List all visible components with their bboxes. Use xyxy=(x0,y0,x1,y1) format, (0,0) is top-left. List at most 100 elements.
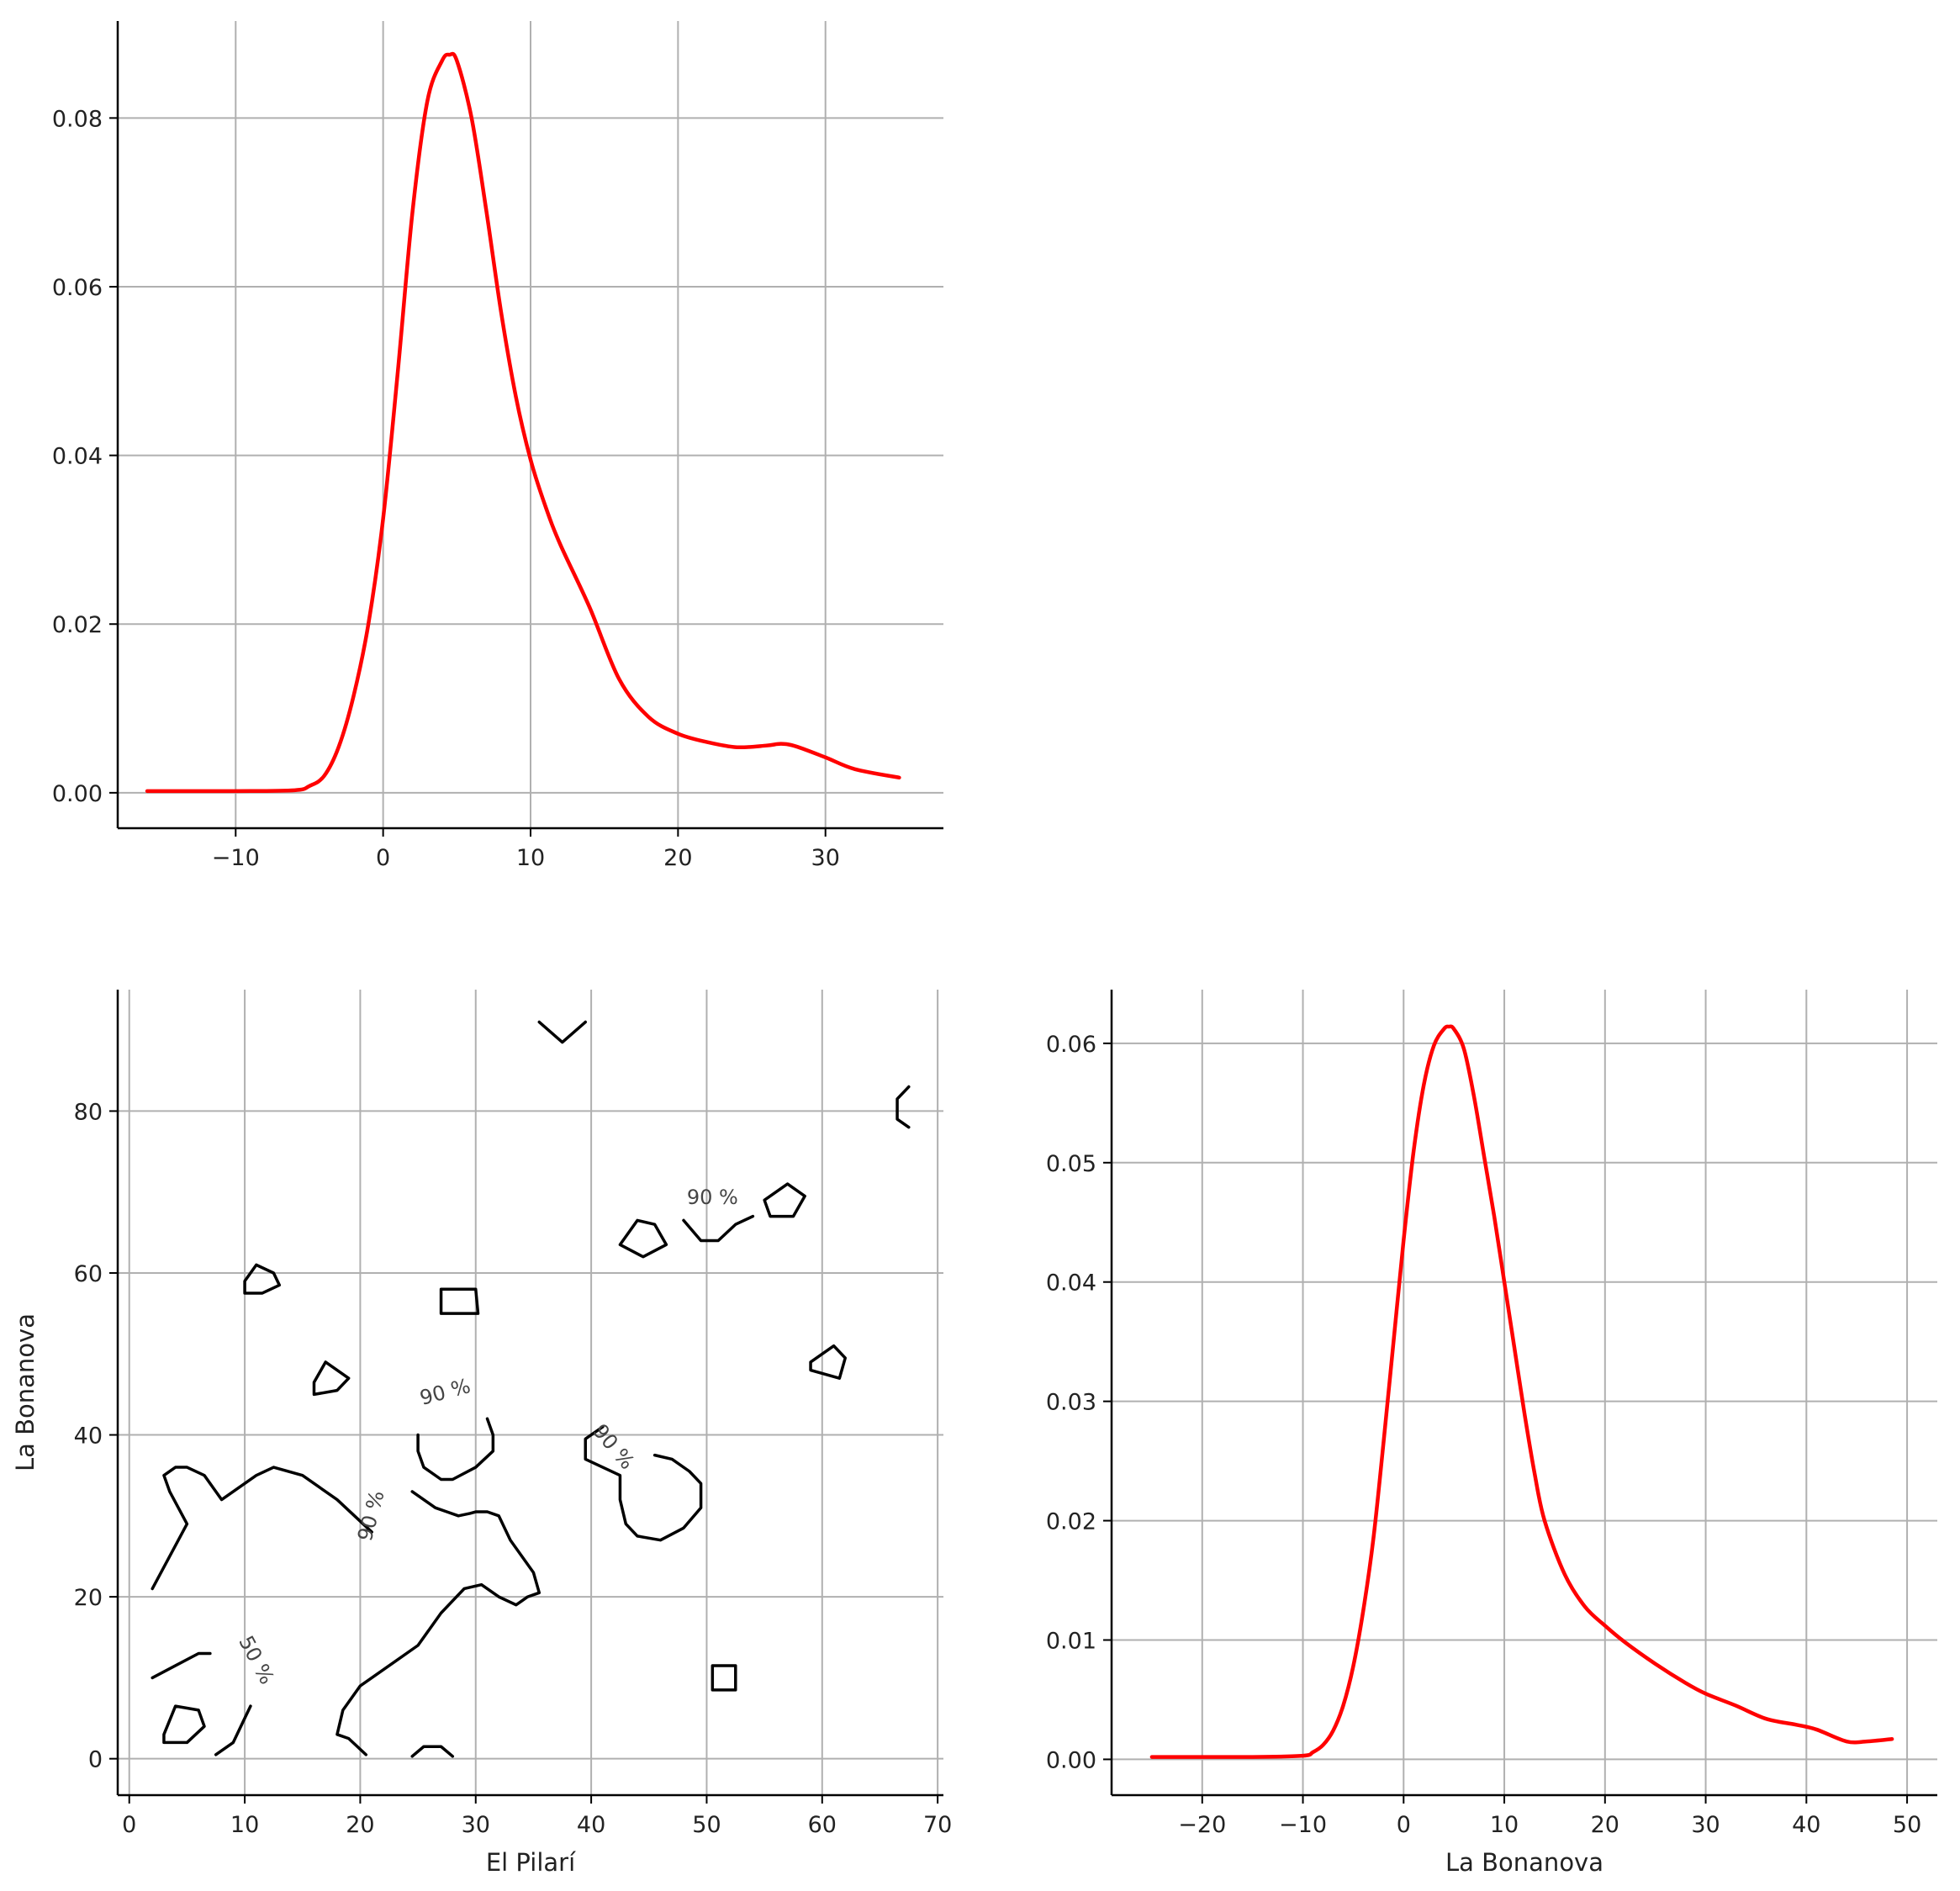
data-point xyxy=(1564,1574,1565,1575)
contour-line xyxy=(410,1745,455,1758)
data-point xyxy=(339,746,340,747)
contour-line xyxy=(763,1182,806,1218)
y-tick-label: 0.01 xyxy=(1046,1628,1096,1654)
density-line xyxy=(145,51,901,794)
data-point xyxy=(398,371,399,372)
x-tick-label: 50 xyxy=(692,1812,721,1838)
y-tick-label: 0.04 xyxy=(52,444,103,470)
x-tick-label: 30 xyxy=(1691,1812,1720,1838)
data-point xyxy=(1685,1682,1686,1683)
contour-line xyxy=(618,1218,668,1259)
contour-line xyxy=(335,1490,542,1756)
contour-line xyxy=(214,1704,252,1756)
y-tick-label: 0.00 xyxy=(52,781,103,807)
data-point xyxy=(147,790,148,791)
x-tick-label: 20 xyxy=(346,1812,374,1838)
x-axis-label: El Pilarí xyxy=(486,1848,576,1877)
y-tick-label: 0.08 xyxy=(52,106,103,132)
x-tick-label: −10 xyxy=(212,845,260,871)
contour-line xyxy=(162,1704,206,1745)
data-point xyxy=(1655,1663,1656,1664)
data-point xyxy=(795,746,796,747)
data-point xyxy=(825,757,826,758)
contour-line xyxy=(584,1425,703,1542)
y-tick-label: 0 xyxy=(88,1747,103,1773)
x-axis-label: La Bonanova xyxy=(1445,1848,1603,1877)
data-point xyxy=(1892,1739,1893,1740)
data-point xyxy=(1705,1693,1706,1694)
contour-line xyxy=(439,1287,480,1315)
density-line xyxy=(1149,1024,1894,1759)
y-tick-label: 60 xyxy=(74,1261,103,1287)
data-point xyxy=(899,777,900,778)
data-point xyxy=(1449,1026,1450,1027)
data-point xyxy=(560,543,561,544)
x-tick-label: −10 xyxy=(1279,1812,1327,1838)
data-point xyxy=(1363,1610,1364,1611)
x-tick-label: 50 xyxy=(1893,1812,1921,1838)
x-tick-label: 60 xyxy=(808,1812,837,1838)
data-point xyxy=(1393,1341,1394,1342)
x-tick-label: 0 xyxy=(122,1812,136,1838)
data-point xyxy=(412,210,413,211)
data-point xyxy=(1353,1666,1354,1667)
x-tick-label: 10 xyxy=(516,845,545,871)
contour-line xyxy=(151,1651,212,1680)
data-point xyxy=(486,210,487,211)
data-point xyxy=(1413,1150,1414,1151)
contour-line xyxy=(151,1466,373,1591)
data-point xyxy=(1474,1096,1475,1097)
data-point xyxy=(1333,1730,1334,1731)
kde-el-pilari-panel: −10 0 10 20 30 0.00 0.02 0.04 0.06 0.08 xyxy=(52,21,943,871)
contour-label: 90 % xyxy=(589,1419,640,1474)
data-point xyxy=(1867,1741,1868,1742)
data-point xyxy=(1484,1156,1485,1157)
data-point xyxy=(1504,1281,1505,1282)
data-point xyxy=(545,505,546,506)
y-tick-label: 0.06 xyxy=(1046,1032,1096,1058)
y-tick-label: 0.02 xyxy=(1046,1509,1096,1535)
x-tick-label: 20 xyxy=(663,845,692,871)
y-tick-label: 0.02 xyxy=(52,612,103,638)
y-tick-label: 0.05 xyxy=(1046,1151,1096,1177)
data-point xyxy=(1403,1240,1404,1241)
data-point xyxy=(1534,1472,1535,1473)
y-tick-label: 0.00 xyxy=(1046,1747,1096,1773)
data-point xyxy=(324,775,325,776)
y-tick-label: 80 xyxy=(74,1099,103,1125)
contour-line xyxy=(312,1360,351,1397)
data-point xyxy=(1514,1347,1515,1348)
data-point xyxy=(1373,1538,1374,1539)
data-point xyxy=(589,607,590,608)
contour-label: 90 % xyxy=(417,1374,473,1410)
x-tick-label: 30 xyxy=(462,1812,490,1838)
x-tick-label: 30 xyxy=(811,845,840,871)
data-point xyxy=(1444,1028,1445,1029)
data-point xyxy=(1151,1756,1152,1757)
x-tick-label: 0 xyxy=(1397,1812,1411,1838)
kde-la-bonanova-panel: −20 −10 0 10 20 30 40 50 0.00 0.01 0.02 0.03 0.04 0.0… xyxy=(1046,990,1937,1877)
data-point xyxy=(1584,1606,1585,1607)
contour-line xyxy=(711,1664,737,1692)
y-tick-label: 20 xyxy=(74,1585,103,1611)
y-tick-label: 0.06 xyxy=(52,275,103,301)
data-point xyxy=(648,716,649,717)
data-point xyxy=(1454,1028,1455,1029)
y-tick-label: 0.03 xyxy=(1046,1390,1096,1416)
data-point xyxy=(368,624,369,625)
y-tick-label: 40 xyxy=(74,1424,103,1450)
contour-line xyxy=(682,1214,755,1243)
contour-line xyxy=(895,1085,911,1129)
data-point xyxy=(1544,1520,1545,1521)
x-tick-label: 40 xyxy=(1792,1812,1820,1838)
contour-line xyxy=(416,1417,495,1482)
y-axis-label: La Bonanova xyxy=(11,1313,40,1471)
data-point xyxy=(500,312,501,313)
data-point xyxy=(766,745,767,746)
data-point xyxy=(1494,1216,1495,1217)
contour-line xyxy=(809,1344,848,1380)
data-point xyxy=(1735,1705,1736,1706)
data-point xyxy=(471,118,472,119)
data-point xyxy=(1343,1705,1344,1706)
